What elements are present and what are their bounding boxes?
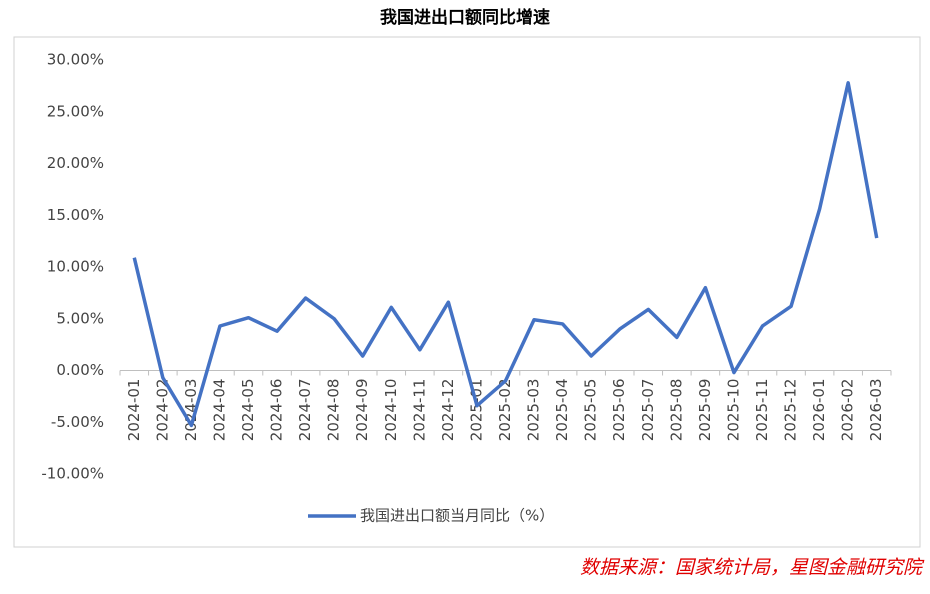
x-tick-label: 2026-02 bbox=[839, 379, 857, 442]
x-tick-label: 2026-01 bbox=[810, 379, 828, 442]
x-tick-label: 2024-01 bbox=[125, 379, 143, 442]
y-tick-label: 0.00% bbox=[56, 361, 104, 379]
y-tick-label: -10.00% bbox=[41, 465, 104, 483]
x-tick-label: 2025-05 bbox=[582, 379, 600, 442]
legend-label: 我国进出口额当月同比（%） bbox=[360, 507, 554, 525]
source-note: 数据来源：国家统计局，星图金融研究院 bbox=[580, 557, 925, 579]
x-tick-label: 2025-04 bbox=[553, 379, 571, 442]
x-tick-label: 2024-12 bbox=[439, 379, 457, 442]
series-line bbox=[132, 81, 879, 428]
x-tick-label: 2025-09 bbox=[696, 379, 714, 442]
x-tick-label: 2024-11 bbox=[410, 379, 428, 442]
x-tick-label: 2024-06 bbox=[268, 379, 286, 442]
chart-frame bbox=[13, 36, 921, 548]
y-tick-label: 10.00% bbox=[47, 258, 104, 276]
x-tick-label: 2025-10 bbox=[724, 379, 742, 442]
x-tick-label: 2024-04 bbox=[210, 379, 228, 442]
y-tick-label: 15.00% bbox=[47, 206, 104, 224]
y-tick-label: 20.00% bbox=[47, 154, 104, 172]
x-tick-label: 2025-07 bbox=[639, 379, 657, 442]
x-tick-label: 2025-02 bbox=[496, 379, 514, 442]
x-tick-label: 2025-08 bbox=[667, 379, 685, 442]
x-tick-label: 2024-02 bbox=[153, 379, 171, 442]
y-tick-label: 30.00% bbox=[47, 51, 104, 69]
x-tick-label: 2024-05 bbox=[239, 379, 257, 442]
x-tick-label: 2024-07 bbox=[296, 379, 314, 442]
x-tick-label: 2024-10 bbox=[382, 379, 400, 442]
x-tick-label: 2025-11 bbox=[753, 379, 771, 442]
x-tick-label: 2024-03 bbox=[182, 379, 200, 442]
x-tick-label: 2026-03 bbox=[867, 379, 885, 442]
x-tick-label: 2024-09 bbox=[353, 379, 371, 442]
x-tick-label: 2025-01 bbox=[467, 379, 485, 442]
x-tick-label: 2025-12 bbox=[782, 379, 800, 442]
chart-title: 我国进出口额同比增速 bbox=[380, 7, 550, 28]
y-tick-label: 5.00% bbox=[56, 309, 104, 327]
x-tick-label: 2025-03 bbox=[525, 379, 543, 442]
y-tick-label: 25.00% bbox=[47, 102, 104, 120]
y-tick-label: -5.00% bbox=[51, 413, 104, 431]
x-tick-label: 2024-08 bbox=[325, 379, 343, 442]
x-tick-label: 2025-06 bbox=[610, 379, 628, 442]
